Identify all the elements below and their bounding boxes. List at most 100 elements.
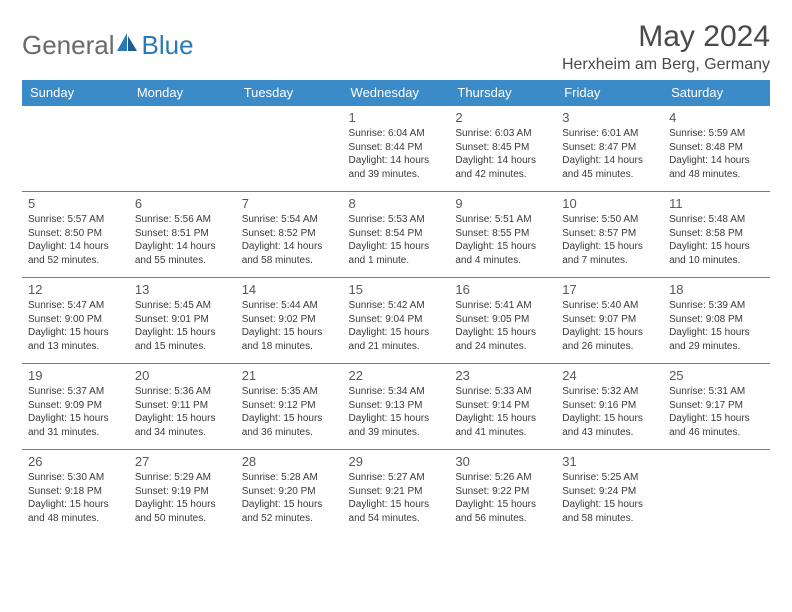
sunset-text: Sunset: 9:00 PM [28,313,123,327]
daylight-text: Daylight: 14 hours and 58 minutes. [242,240,337,267]
day-info: Sunrise: 5:45 AMSunset: 9:01 PMDaylight:… [135,299,230,353]
day-cell: 24 Sunrise: 5:32 AMSunset: 9:16 PMDayligh… [556,364,663,450]
sunset-text: Sunset: 9:08 PM [669,313,764,327]
sunrise-text: Sunrise: 5:41 AM [455,299,550,313]
weekday-header: Sunday [22,80,129,106]
daylight-text: Daylight: 15 hours and 15 minutes. [135,326,230,353]
daylight-text: Daylight: 15 hours and 4 minutes. [455,240,550,267]
day-number: 11 [669,196,764,211]
day-info: Sunrise: 5:31 AMSunset: 9:17 PMDaylight:… [669,385,764,439]
day-cell: 26Sunrise: 5:30 AMSunset: 9:18 PMDayligh… [22,450,129,536]
day-cell: 16Sunrise: 5:41 AMSunset: 9:05 PMDayligh… [449,278,556,364]
day-cell: 20Sunrise: 5:36 AMSunset: 9:11 PMDayligh… [129,364,236,450]
sail-icon [117,33,139,58]
day-info: Sunrise: 5:32 AMSunset: 9:16 PMDaylight:… [562,385,657,439]
brand-part2: Blue [142,30,194,61]
sunset-text: Sunset: 9:20 PM [242,485,337,499]
day-number: 19 [28,368,123,383]
page-header: General Blue May 2024 Herxheim am Berg, … [22,20,770,74]
day-number: 10 [562,196,657,211]
daylight-text: Daylight: 15 hours and 13 minutes. [28,326,123,353]
day-number: 30 [455,454,550,469]
sunrise-text: Sunrise: 5:33 AM [455,385,550,399]
day-info: Sunrise: 5:30 AMSunset: 9:18 PMDaylight:… [28,471,123,525]
sunrise-text: Sunrise: 5:27 AM [349,471,444,485]
day-info: Sunrise: 5:51 AMSunset: 8:55 PMDaylight:… [455,213,550,267]
day-number: 24 [562,368,657,383]
day-info: Sunrise: 5:44 AMSunset: 9:02 PMDaylight:… [242,299,337,353]
day-cell: 28Sunrise: 5:28 AMSunset: 9:20 PMDayligh… [236,450,343,536]
sunrise-text: Sunrise: 5:30 AM [28,471,123,485]
sunrise-text: Sunrise: 5:42 AM [349,299,444,313]
sunrise-text: Sunrise: 5:54 AM [242,213,337,227]
sunset-text: Sunset: 8:47 PM [562,141,657,155]
day-number: 31 [562,454,657,469]
day-info: Sunrise: 5:33 AMSunset: 9:14 PMDaylight:… [455,385,550,439]
day-number: 1 [349,110,444,125]
day-number: 27 [135,454,230,469]
sunset-text: Sunset: 8:48 PM [669,141,764,155]
day-cell: 29 Sunrise: 5:27 AMSunset: 9:21 PMDayligh… [343,450,450,536]
day-cell: 15 Sunrise: 5:42 AMSunset: 9:04 PMDayligh… [343,278,450,364]
sunset-text: Sunset: 8:50 PM [28,227,123,241]
daylight-text: Daylight: 15 hours and 24 minutes. [455,326,550,353]
day-info: Sunrise: 5:36 AMSunset: 9:11 PMDaylight:… [135,385,230,439]
day-cell: 2Sunrise: 6:03 AMSunset: 8:45 PMDaylight… [449,106,556,192]
sunrise-text: Sunrise: 5:44 AM [242,299,337,313]
sunset-text: Sunset: 9:11 PM [135,399,230,413]
sunset-text: Sunset: 8:54 PM [349,227,444,241]
daylight-text: Daylight: 15 hours and 29 minutes. [669,326,764,353]
day-cell: 10Sunrise: 5:50 AMSunset: 8:57 PMDayligh… [556,192,663,278]
day-number: 28 [242,454,337,469]
week-row: 1Sunrise: 6:04 AMSunset: 8:44 PMDaylight… [22,106,770,192]
day-cell: 13 Sunrise: 5:45 AMSunset: 9:01 PMDayligh… [129,278,236,364]
sunset-text: Sunset: 9:21 PM [349,485,444,499]
week-row: 26Sunrise: 5:30 AMSunset: 9:18 PMDayligh… [22,450,770,536]
sunset-text: Sunset: 8:52 PM [242,227,337,241]
sunset-text: Sunset: 9:18 PM [28,485,123,499]
sunset-text: Sunset: 9:01 PM [135,313,230,327]
sunset-text: Sunset: 8:51 PM [135,227,230,241]
sunset-text: Sunset: 8:57 PM [562,227,657,241]
day-number: 6 [135,196,230,211]
sunrise-text: Sunrise: 5:29 AM [135,471,230,485]
sunset-text: Sunset: 9:12 PM [242,399,337,413]
day-number: 15 [349,282,444,297]
day-number: 5 [28,196,123,211]
sunset-text: Sunset: 9:22 PM [455,485,550,499]
sunset-text: Sunset: 9:04 PM [349,313,444,327]
day-info: Sunrise: 5:27 AMSunset: 9:21 PMDaylight:… [349,471,444,525]
daylight-text: Daylight: 14 hours and 55 minutes. [135,240,230,267]
sunrise-text: Sunrise: 5:26 AM [455,471,550,485]
day-cell: 30Sunrise: 5:26 AMSunset: 9:22 PMDayligh… [449,450,556,536]
sunrise-text: Sunrise: 5:35 AM [242,385,337,399]
day-number: 29 [349,454,444,469]
day-cell: 5Sunrise: 5:57 AMSunset: 8:50 PMDaylight… [22,192,129,278]
day-number: 18 [669,282,764,297]
daylight-text: Daylight: 15 hours and 26 minutes. [562,326,657,353]
sunrise-text: Sunrise: 5:28 AM [242,471,337,485]
day-cell [22,106,129,192]
sunrise-text: Sunrise: 5:32 AM [562,385,657,399]
sunrise-text: Sunrise: 5:57 AM [28,213,123,227]
weekday-header: Friday [556,80,663,106]
sunrise-text: Sunrise: 5:36 AM [135,385,230,399]
weekday-header-row: Sunday Monday Tuesday Wednesday Thursday… [22,80,770,106]
day-number: 23 [455,368,550,383]
day-number: 7 [242,196,337,211]
daylight-text: Daylight: 14 hours and 39 minutes. [349,154,444,181]
week-row: 12Sunrise: 5:47 AMSunset: 9:00 PMDayligh… [22,278,770,364]
day-cell: 1Sunrise: 6:04 AMSunset: 8:44 PMDaylight… [343,106,450,192]
sunrise-text: Sunrise: 5:39 AM [669,299,764,313]
daylight-text: Daylight: 15 hours and 54 minutes. [349,498,444,525]
day-cell [236,106,343,192]
sunrise-text: Sunrise: 5:34 AM [349,385,444,399]
daylight-text: Daylight: 15 hours and 43 minutes. [562,412,657,439]
daylight-text: Daylight: 15 hours and 21 minutes. [349,326,444,353]
day-info: Sunrise: 5:37 AMSunset: 9:09 PMDaylight:… [28,385,123,439]
day-number: 13 [135,282,230,297]
day-cell: 31Sunrise: 5:25 AMSunset: 9:24 PMDayligh… [556,450,663,536]
day-cell [129,106,236,192]
day-info: Sunrise: 6:01 AMSunset: 8:47 PMDaylight:… [562,127,657,181]
week-row: 5 Sunrise: 5:57 AMSunset: 8:50 PM Daylight… [22,192,770,278]
